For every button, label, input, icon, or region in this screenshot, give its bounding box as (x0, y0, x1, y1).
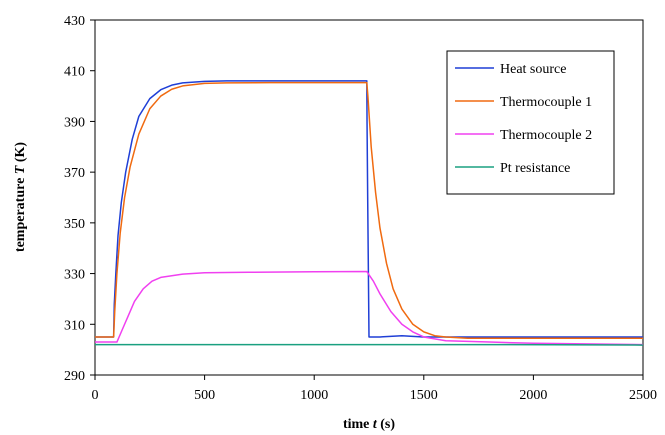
x-tick-label: 2000 (519, 388, 547, 403)
legend-label-thermocouple-1: Thermocouple 1 (500, 95, 592, 110)
series-line-thermocouple-2 (95, 270, 644, 346)
y-tick-label: 390 (64, 115, 85, 130)
y-tick-label: 310 (64, 318, 85, 333)
y-axis-title-pre: temperature (13, 174, 28, 252)
x-tick-label: 1500 (410, 388, 438, 403)
series-line-pt-resistance (95, 343, 644, 346)
series-layer (95, 80, 644, 346)
legend-label-heat-source: Heat source (500, 62, 566, 77)
series-line-thermocouple-1 (95, 81, 643, 339)
y-axis-title: temperature T (K) (13, 142, 28, 252)
y-tick-label: 350 (64, 217, 85, 232)
y-tick-label: 410 (64, 65, 85, 80)
y-tick-label: 330 (64, 268, 85, 283)
y-axis-title-post: (K) (13, 142, 28, 166)
x-axis-title-var: t (373, 417, 378, 432)
x-axis-title-post: (s) (377, 417, 396, 432)
legend-label-thermocouple-2: Thermocouple 2 (500, 128, 592, 143)
y-tick-label: 430 (64, 14, 85, 29)
axis-layer: 290 310 330 350 370 390 410 430 0 500 1000 1500 2000… (64, 14, 657, 403)
x-tick-label: 500 (194, 388, 215, 403)
legend: Heat source Thermocouple 1 Thermocouple … (446, 50, 615, 195)
legend-box (446, 50, 615, 195)
x-axis-title: time t (s) (343, 417, 395, 432)
x-axis-title-pre: time (343, 417, 373, 432)
y-axis-title-var: T (13, 164, 28, 174)
y-tick-label: 290 (64, 369, 85, 384)
legend-label-pt-resistance: Pt resistance (500, 161, 570, 176)
x-tick-label: 1000 (300, 388, 328, 403)
y-tick-label: 370 (64, 166, 85, 181)
x-tick-label: 0 (92, 388, 99, 403)
x-tick-label: 2500 (629, 388, 657, 403)
series-line-heat-source (95, 80, 643, 338)
